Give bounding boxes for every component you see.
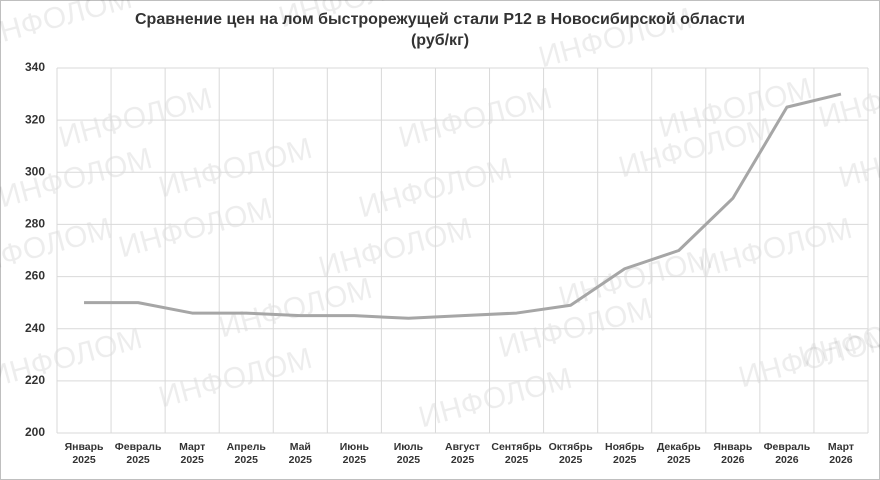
y-tick-label: 260 [25, 269, 45, 283]
x-tick-label: Июль 2025 [394, 441, 424, 466]
x-tick-label: Декабрь 2025 [657, 441, 701, 466]
x-tick-label: Июнь 2025 [340, 441, 370, 466]
x-tick-label: Январь 2025 [65, 441, 104, 466]
chart-title: Сравнение цен на лом быстрорежущей стали… [135, 11, 745, 28]
x-tick-label: Февраль 2026 [764, 441, 811, 466]
y-tick-label: 220 [25, 373, 45, 387]
x-tick-label: Февраль 2025 [115, 441, 162, 466]
y-tick-label: 320 [25, 112, 45, 126]
x-tick-label: Август 2025 [445, 441, 480, 466]
x-tick-label: Сентябрь 2025 [491, 441, 542, 466]
x-tick-label: Ноябрь 2025 [605, 441, 645, 466]
x-tick-label: Май 2025 [289, 441, 313, 466]
y-tick-label: 240 [25, 321, 45, 335]
chart-subtitle: (руб/кг) [411, 32, 469, 49]
x-tick-label: Октябрь 2025 [549, 441, 594, 466]
x-tick-label: Март 2026 [828, 441, 854, 466]
y-tick-label: 340 [25, 60, 45, 74]
x-tick-label: Апрель 2025 [227, 441, 267, 466]
y-tick-label: 200 [25, 425, 45, 439]
line [84, 92, 842, 320]
y-tick-label: 280 [25, 217, 45, 231]
x-tick-label: Март 2025 [179, 441, 205, 466]
x-tick-label: Январь 2026 [713, 441, 752, 466]
y-tick-label: 300 [25, 164, 45, 178]
